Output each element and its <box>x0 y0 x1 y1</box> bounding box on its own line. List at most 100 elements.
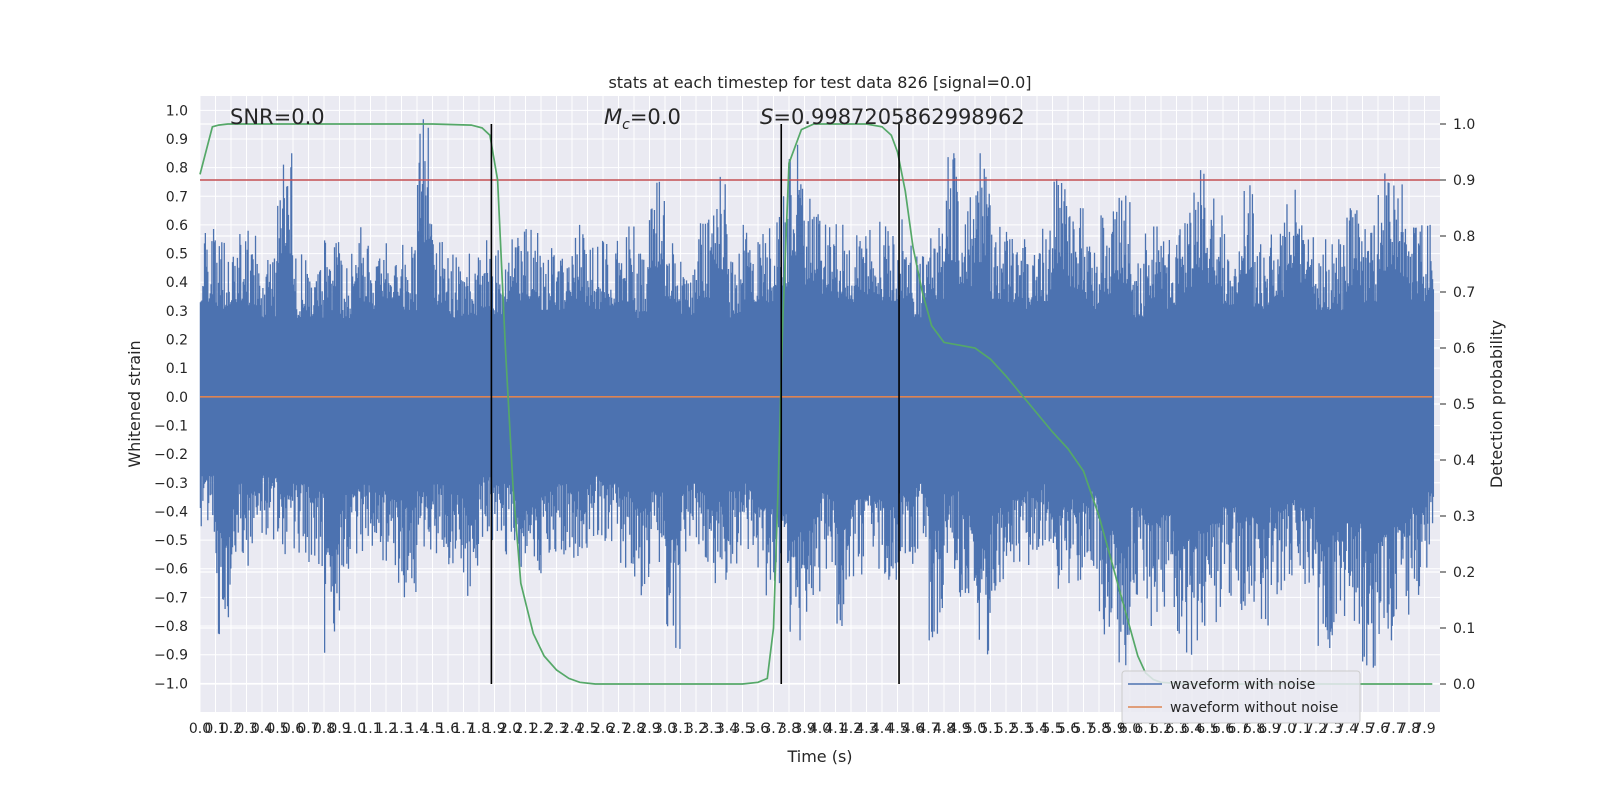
x-tick-label: 3.6 <box>747 721 769 737</box>
x-tick-label: 2.9 <box>638 721 660 737</box>
x-tick-label: 3.2 <box>685 721 707 737</box>
y-ticks-right: 1.0 0.9 0.8 0.7 0.6 0.5 0.4 0.3 0.2 0.1 0.0 <box>1440 117 1475 693</box>
x-tick-label: 4.1 <box>824 721 846 737</box>
x-tick-label: 3.1 <box>669 721 691 737</box>
x-tick-label: 1.5 <box>421 721 443 737</box>
x-tick-label: 1.3 <box>390 721 412 737</box>
x-tick-label: 5.3 <box>1010 721 1032 737</box>
x-tick-label: 4.0 <box>809 721 831 737</box>
y-tick-label-left: 0.9 <box>166 132 188 148</box>
x-tick-label: 6.3 <box>1165 721 1187 737</box>
x-tick-label: 3.0 <box>654 721 676 737</box>
x-tick-label: 2.7 <box>607 721 629 737</box>
y-tick-label-left: 0.0 <box>166 390 188 406</box>
y-tick-label-left: 0.8 <box>166 161 188 177</box>
x-tick-label: 2.1 <box>514 721 536 737</box>
y-tick-label-right: 0.4 <box>1453 453 1475 469</box>
y-tick-label-left: −0.8 <box>154 619 188 635</box>
x-tick-label: 0.4 <box>251 721 273 737</box>
y-tick-label-right: 1.0 <box>1453 117 1475 133</box>
y-tick-label-left: 0.6 <box>166 218 188 234</box>
x-tick-label: 1.4 <box>406 721 428 737</box>
y-tick-label-right: 0.7 <box>1453 285 1475 301</box>
mc-subscript: c <box>622 117 630 133</box>
y-tick-label-left: −0.3 <box>154 476 188 492</box>
x-tick-label: 7.8 <box>1398 721 1420 737</box>
x-tick-label: 0.0 <box>189 721 211 737</box>
x-tick-label: 0.5 <box>266 721 288 737</box>
s-annotation: S=0.9987205862998962 <box>760 105 1025 129</box>
x-tick-label: 0.3 <box>235 721 257 737</box>
y-tick-label-left: 0.5 <box>166 247 188 263</box>
mc-value: =0.0 <box>630 105 681 129</box>
x-tick-label: 0.8 <box>313 721 335 737</box>
x-tick-label: 0.2 <box>220 721 242 737</box>
x-tick-label: 4.4 <box>871 721 893 737</box>
y-tick-label-left: −0.5 <box>154 533 188 549</box>
x-tick-label: 4.9 <box>948 721 970 737</box>
x-tick-label: 2.3 <box>545 721 567 737</box>
x-tick-label: 6.8 <box>1243 721 1265 737</box>
x-tick-label: 4.7 <box>917 721 939 737</box>
x-tick-label: 5.6 <box>1057 721 1079 737</box>
x-tick-label: 7.4 <box>1336 721 1358 737</box>
x-tick-label: 5.5 <box>1041 721 1063 737</box>
x-tick-label: 2.0 <box>499 721 521 737</box>
legend: waveform with noise waveform without noi… <box>1121 670 1361 724</box>
x-tick-label: 0.1 <box>204 721 226 737</box>
x-tick-label: 1.8 <box>468 721 490 737</box>
x-tick-label: 7.0 <box>1274 721 1296 737</box>
x-ticks: 0.00.10.20.30.40.50.60.70.80.91.01.11.21… <box>189 721 1436 737</box>
y-tick-label-right: 0.0 <box>1453 677 1475 693</box>
y-axis-label-left: Whitened strain <box>125 340 144 467</box>
x-tick-label: 4.3 <box>855 721 877 737</box>
x-tick-label: 1.6 <box>437 721 459 737</box>
x-tick-label: 3.5 <box>731 721 753 737</box>
x-tick-label: 3.7 <box>762 721 784 737</box>
y-tick-label-left: −0.4 <box>154 504 188 520</box>
x-tick-label: 1.1 <box>359 721 381 737</box>
s-symbol: S <box>760 105 773 129</box>
y-tick-label-left: −0.9 <box>154 648 188 664</box>
x-tick-label: 3.9 <box>793 721 815 737</box>
x-tick-label: 6.6 <box>1212 721 1234 737</box>
y-tick-label-left: 0.4 <box>166 275 188 291</box>
x-tick-label: 6.7 <box>1227 721 1249 737</box>
x-tick-label: 4.2 <box>840 721 862 737</box>
y-tick-label-left: 0.1 <box>166 361 188 377</box>
x-tick-label: 3.8 <box>778 721 800 737</box>
x-tick-label: 7.3 <box>1320 721 1342 737</box>
y-tick-label-left: −0.2 <box>154 447 188 463</box>
legend-label-without-noise: waveform without noise <box>1170 700 1338 716</box>
y-tick-label-left: −0.1 <box>154 418 188 434</box>
x-tick-label: 6.1 <box>1134 721 1156 737</box>
x-tick-label: 5.9 <box>1103 721 1125 737</box>
y-tick-label-right: 0.2 <box>1453 565 1475 581</box>
x-tick-label: 1.0 <box>344 721 366 737</box>
x-tick-label: 7.9 <box>1413 721 1435 737</box>
x-tick-label: 7.1 <box>1289 721 1311 737</box>
x-tick-label: 3.3 <box>700 721 722 737</box>
x-tick-label: 5.2 <box>995 721 1017 737</box>
y-tick-label-right: 0.5 <box>1453 397 1475 413</box>
x-tick-label: 4.8 <box>933 721 955 737</box>
x-tick-label: 5.0 <box>964 721 986 737</box>
x-tick-label: 5.1 <box>979 721 1001 737</box>
y-tick-label-left: −0.6 <box>154 562 188 578</box>
y-tick-label-left: 0.3 <box>166 304 188 320</box>
x-tick-label: 5.7 <box>1072 721 1094 737</box>
x-tick-label: 2.8 <box>623 721 645 737</box>
waveform-with-noise-series <box>199 119 1435 668</box>
x-tick-label: 6.4 <box>1181 721 1203 737</box>
x-tick-label: 7.6 <box>1367 721 1389 737</box>
waveform-with-noise-core <box>200 350 1434 455</box>
x-tick-label: 2.6 <box>592 721 614 737</box>
legend-label-with-noise: waveform with noise <box>1170 677 1315 693</box>
x-tick-label: 7.7 <box>1382 721 1404 737</box>
x-tick-label: 0.9 <box>328 721 350 737</box>
x-tick-label: 1.2 <box>375 721 397 737</box>
y-ticks-left: 1.0 0.9 0.8 0.7 0.6 0.5 0.4 0.3 0.2 0.1 0.0 −0.1 −0.… <box>154 103 188 692</box>
x-tick-label: 5.8 <box>1088 721 1110 737</box>
x-axis-label: Time (s) <box>786 747 852 766</box>
